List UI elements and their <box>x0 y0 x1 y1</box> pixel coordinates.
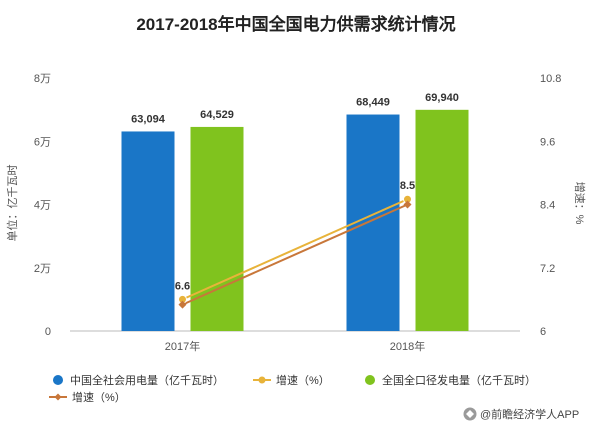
legend-label-growth-gold: 增速（%） <box>276 373 330 387</box>
bar-value-label: 64,529 <box>200 109 234 121</box>
legend: 中国全社会用电量（亿千瓦时） 增速（%） 全国全口径发电量（亿千瓦时） 增速（%… <box>49 373 536 404</box>
legend-swatch-consumption <box>53 375 63 385</box>
value-labels: 63,094 68,449 64,529 69,940 6.6 8.5 <box>131 92 459 293</box>
y-left-tick-label: 0 <box>45 326 51 338</box>
bar <box>190 126 244 332</box>
legend-label-consumption: 中国全社会用电量（亿千瓦时） <box>70 373 224 387</box>
legend-item-growth-gold[interactable]: 增速（%） <box>253 373 330 387</box>
line-point <box>403 200 412 209</box>
line-point <box>178 300 187 309</box>
bar-value-label: 68,449 <box>356 97 390 109</box>
bar-value-label: 69,940 <box>425 92 459 104</box>
y-right-tick-label: 7.2 <box>540 263 555 275</box>
x-tick-label: 2018年 <box>390 339 425 353</box>
y-right-tick-label: 8.4 <box>540 200 555 212</box>
y-left-tick-label: 8万 <box>34 73 51 85</box>
y-left-tick-label: 4万 <box>34 200 51 212</box>
legend-item-generation[interactable]: 全国全口径发电量（亿千瓦时） <box>365 373 536 387</box>
legend-label-generation: 全国全口径发电量（亿千瓦时） <box>382 373 536 387</box>
chart-title: 2017-2018年中国全国电力供需求统计情况 <box>136 14 455 34</box>
line-marks <box>178 194 412 309</box>
y-right-axis-title: 增速：% <box>573 182 587 225</box>
y-right-tick-label: 10.8 <box>540 73 561 85</box>
line-value-label: 6.6 <box>175 280 190 292</box>
legend-label-growth-brown: 增速（%） <box>72 390 126 404</box>
bar <box>121 131 175 331</box>
source-logo-icon <box>463 407 477 421</box>
bar-marks <box>121 109 469 332</box>
y-left-axis-title: 单位：亿千瓦时 <box>5 165 19 242</box>
y-right-tick-label: 9.6 <box>540 136 555 148</box>
y-right-tick-label: 6 <box>540 326 546 338</box>
y-right-ticks: 6 7.2 8.4 9.6 10.8 <box>540 73 561 338</box>
y-left-ticks: 0 2万 4万 6万 8万 <box>34 73 51 338</box>
bar-value-label: 63,094 <box>131 113 166 125</box>
line-value-label: 8.5 <box>400 180 415 192</box>
legend-swatch-generation <box>365 375 375 385</box>
legend-swatch-growth-gold-marker <box>258 376 266 384</box>
x-ticks: 2017年 2018年 <box>165 339 425 353</box>
growth-line <box>182 198 408 301</box>
legend-item-growth-brown[interactable]: 增速（%） <box>49 390 126 404</box>
y-left-tick-label: 6万 <box>34 136 51 148</box>
source-text: @前瞻经济学人APP <box>480 407 579 421</box>
growth-line <box>182 203 408 306</box>
y-left-tick-label: 2万 <box>34 263 51 275</box>
bar <box>415 109 469 331</box>
source-credit: @前瞻经济学人APP <box>463 407 579 421</box>
legend-swatch-growth-brown-marker <box>54 393 62 401</box>
x-tick-label: 2017年 <box>165 339 200 353</box>
legend-item-consumption[interactable]: 中国全社会用电量（亿千瓦时） <box>53 373 224 387</box>
